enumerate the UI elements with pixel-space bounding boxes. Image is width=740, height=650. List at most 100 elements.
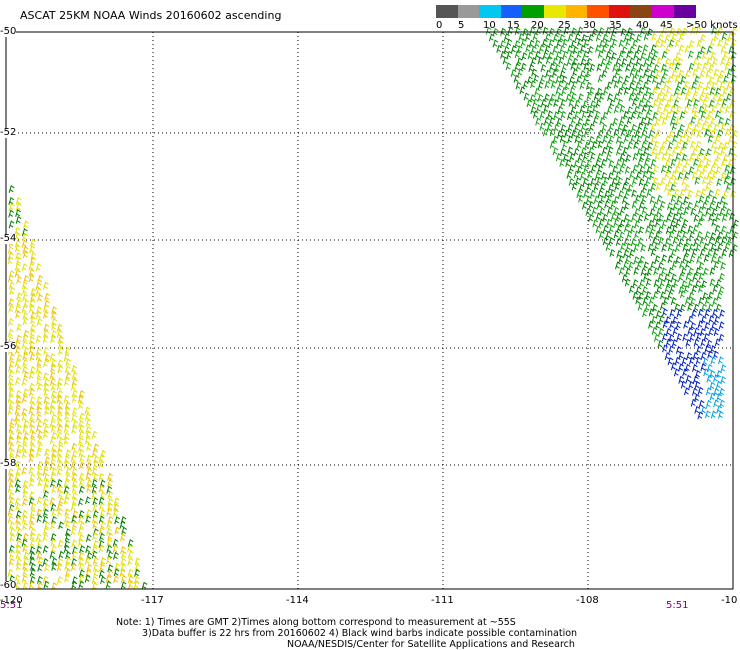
- wind-barb: [684, 45, 691, 54]
- wind-barb: [608, 237, 615, 246]
- wind-barb: [613, 218, 620, 227]
- wind-barb: [85, 430, 92, 439]
- wind-barb: [8, 431, 15, 440]
- wind-barb: [677, 171, 684, 180]
- wind-barb: [15, 310, 21, 319]
- wind-barb: [79, 521, 85, 530]
- wind-barb: [71, 394, 78, 403]
- wind-barb: [661, 141, 667, 150]
- wind-barb: [694, 405, 701, 414]
- wind-barb: [573, 170, 580, 179]
- note-line-1: Note: 1) Times are GMT 2)Times along bot…: [116, 617, 516, 628]
- wind-barb: [671, 69, 678, 78]
- wind-barb: [14, 479, 21, 488]
- wind-barb: [599, 195, 606, 204]
- wind-barb: [719, 208, 726, 216]
- wind-barb: [549, 62, 556, 71]
- wind-barb: [621, 46, 628, 55]
- wind-barb: [648, 308, 655, 317]
- wind-barb: [625, 267, 631, 276]
- wind-barb: [659, 87, 666, 96]
- wind-barb: [49, 400, 56, 409]
- wind-barb: [15, 540, 22, 548]
- wind-barb: [712, 171, 718, 180]
- wind-barb: [98, 473, 105, 481]
- wind-barb: [642, 81, 649, 90]
- wind-barb: [624, 188, 631, 197]
- wind-barb: [576, 165, 583, 174]
- wind-barb: [29, 532, 36, 541]
- wind-barb: [617, 177, 623, 186]
- wind-barb: [84, 556, 91, 565]
- wind-barb: [718, 410, 724, 419]
- wind-barb: [661, 243, 668, 252]
- wind-barb: [550, 93, 556, 102]
- wind-barb: [652, 86, 659, 95]
- wind-barb: [496, 44, 503, 53]
- wind-barb: [695, 370, 701, 378]
- legend-label: >50 knots: [686, 20, 738, 31]
- wind-barb: [645, 63, 652, 72]
- wind-barb: [9, 353, 15, 362]
- wind-barb: [724, 242, 731, 251]
- wind-barb: [622, 146, 629, 155]
- wind-barb: [23, 551, 30, 560]
- wind-barb: [120, 574, 127, 583]
- wind-barb: [639, 165, 645, 174]
- wind-barb: [79, 454, 86, 463]
- wind-barb: [675, 152, 681, 161]
- wind-barb: [715, 201, 722, 210]
- wind-barb: [686, 135, 692, 144]
- wind-barb: [28, 466, 35, 475]
- wind-barb: [636, 148, 643, 156]
- wind-barb: [637, 237, 644, 246]
- wind-barb: [692, 224, 699, 233]
- wind-barb: [652, 50, 659, 59]
- wind-barb: [710, 345, 717, 353]
- wind-barb: [707, 134, 714, 143]
- wind-barb: [644, 111, 651, 120]
- wind-barb: [43, 281, 49, 290]
- wind-barb: [705, 207, 712, 216]
- wind-barb: [671, 111, 678, 120]
- wind-barb: [698, 159, 705, 168]
- wind-barb: [693, 110, 700, 119]
- wind-barb: [517, 68, 524, 77]
- wind-barb: [679, 260, 685, 269]
- wind-barb: [575, 177, 581, 186]
- wind-barb: [631, 189, 638, 198]
- wind-barb: [652, 213, 659, 222]
- wind-barb: [629, 32, 636, 41]
- wind-barb: [695, 26, 702, 35]
- wind-barb: [599, 117, 606, 125]
- wind-barb: [23, 220, 29, 229]
- wind-barb: [29, 479, 35, 488]
- wind-barb: [597, 152, 603, 161]
- wind-barb: [649, 208, 656, 217]
- lat-lon-grid: [6, 32, 733, 589]
- wind-barb: [690, 140, 696, 149]
- wind-barb: [85, 418, 92, 427]
- wind-barb: [29, 443, 36, 452]
- wind-barb: [599, 92, 605, 101]
- wind-barb: [648, 129, 655, 138]
- wind-barb: [99, 563, 106, 572]
- wind-barb: [15, 400, 22, 409]
- wind-barb: [57, 576, 63, 585]
- wind-barb: [91, 576, 98, 585]
- wind-barb: [675, 141, 682, 150]
- wind-barb: [51, 330, 57, 339]
- wind-barb: [614, 182, 621, 191]
- wind-barb: [29, 245, 35, 254]
- wind-barb: [553, 99, 560, 108]
- wind-barb: [36, 449, 42, 457]
- wind-barb: [15, 467, 22, 476]
- wind-barb: [645, 86, 652, 95]
- wind-barb: [615, 237, 622, 246]
- wind-barb: [617, 75, 624, 84]
- wind-barb: [575, 62, 582, 71]
- wind-barb: [77, 527, 84, 536]
- wind-barb: [630, 238, 637, 247]
- wind-barb: [37, 382, 43, 391]
- wind-barb: [57, 401, 64, 410]
